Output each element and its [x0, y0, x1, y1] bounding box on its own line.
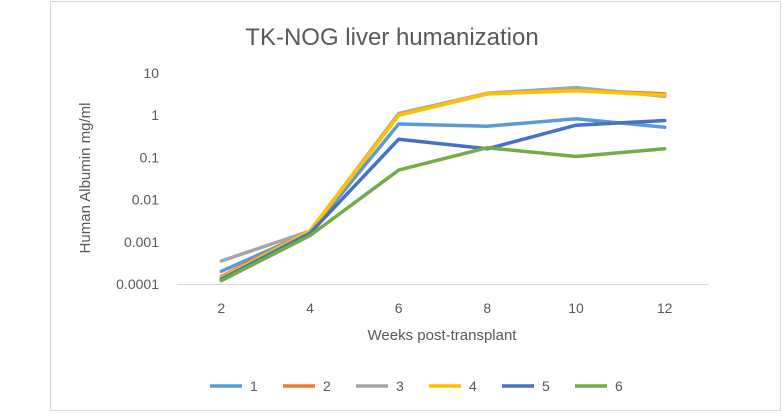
legend-label-5: 5: [542, 378, 550, 394]
y-tick-label: 1: [151, 107, 159, 123]
x-axis-title: Weeks post-transplant: [368, 327, 518, 344]
x-tick-label: 12: [657, 300, 673, 316]
y-tick-label: 10: [143, 65, 159, 81]
chart-frame: [50, 1, 781, 411]
y-tick-label: 0.0001: [116, 276, 159, 292]
series-line-6: [219, 145, 667, 283]
y-tick-label: 0.1: [140, 149, 160, 165]
legend-label-4: 4: [469, 378, 477, 394]
legend-label-3: 3: [396, 378, 404, 394]
x-tick-label: 2: [217, 300, 225, 316]
x-tick-label: 8: [483, 300, 491, 316]
x-tick-label: 4: [306, 300, 314, 316]
x-tick-label: 6: [395, 300, 403, 316]
series-line-5: [219, 118, 667, 281]
y-tick-label: 0.001: [124, 234, 159, 250]
series-line-3: [219, 85, 667, 263]
chart-title: TK-NOG liver humanization: [245, 24, 538, 51]
series-line-4: [219, 88, 667, 280]
y-axis-title: Human Albumin mg/ml: [77, 103, 94, 254]
legend-label-1: 1: [250, 378, 258, 394]
legend: 1 2 3 4 5 6: [210, 378, 623, 394]
plot-area: 0.0001 0.001 0.01 0.1 1 10 2 4 6 8 10 12: [116, 65, 709, 316]
legend-label-2: 2: [323, 378, 331, 394]
legend-label-6: 6: [615, 378, 623, 394]
x-tick-label: 10: [568, 300, 584, 316]
y-tick-label: 0.01: [132, 192, 159, 208]
